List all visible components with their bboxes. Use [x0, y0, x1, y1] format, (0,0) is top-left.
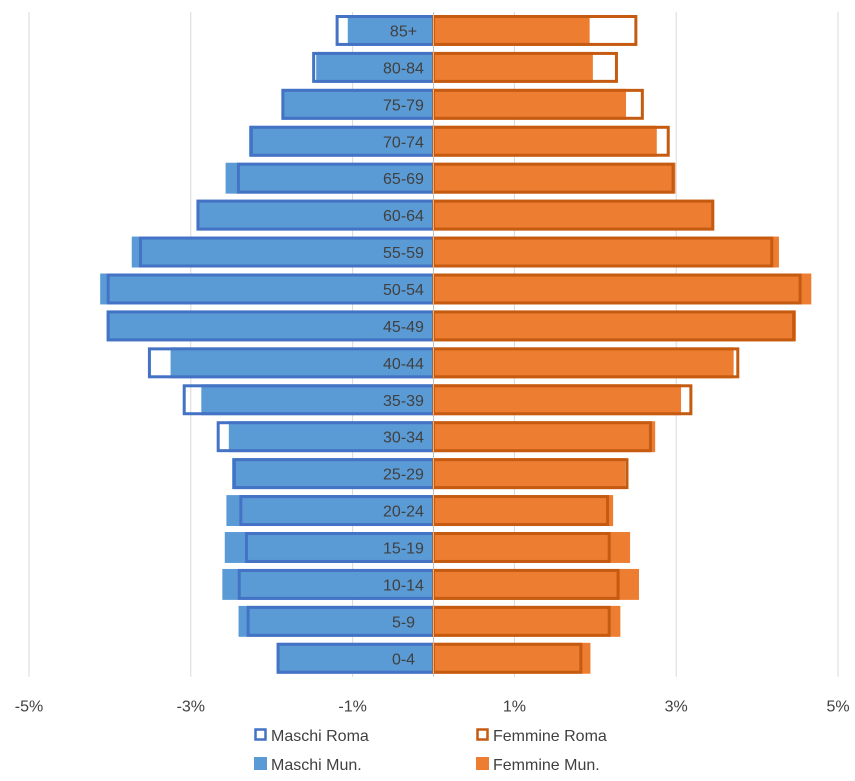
legend-item-femmine-mun-: Femmine Mun. — [476, 757, 600, 774]
bar-maschi-mun--65-69 — [225, 162, 434, 194]
category-label-10-14: 10-14 — [383, 577, 424, 594]
category-label-15-19: 15-19 — [383, 540, 424, 557]
category-label-70-74: 70-74 — [383, 134, 424, 151]
category-label-30-34: 30-34 — [383, 430, 424, 447]
bar-maschi-mun--0-4 — [277, 642, 434, 674]
category-label-40-44: 40-44 — [383, 356, 424, 373]
legend-item-femmine-roma: Femmine Roma — [476, 728, 607, 745]
legend-label: Femmine Roma — [493, 728, 607, 745]
bar-femmine-mun--75-79 — [433, 88, 627, 120]
bar-femmine-mun--30-34 — [433, 421, 656, 453]
bar-femmine-mun--45-49 — [433, 310, 796, 342]
category-label-50-54: 50-54 — [383, 282, 424, 299]
category-label-35-39: 35-39 — [383, 393, 424, 410]
category-labels: 0-4 5-9 10-14 15-19 20-24 25-29 30-34 35-39 40-4… — [383, 23, 424, 668]
bar-femmine-mun--80-84 — [433, 51, 593, 83]
legend-swatch — [254, 757, 267, 770]
legend-label: Maschi Mun. — [271, 757, 362, 774]
bar-femmine-mun--5-9 — [433, 605, 621, 637]
bar-maschi-mun--85+ — [347, 15, 434, 46]
legend-label: Maschi Roma — [271, 728, 369, 745]
category-label-0-4: 0-4 — [392, 651, 415, 668]
legend-label: Femmine Mun. — [493, 757, 600, 774]
category-label-20-24: 20-24 — [383, 504, 424, 521]
bar-maschi-mun--55-59 — [131, 236, 434, 268]
bar-femmine-mun--0-4 — [433, 642, 591, 674]
bar-maschi-mun--35-39 — [201, 384, 434, 416]
legend-item-maschi-roma: Maschi Roma — [254, 728, 369, 745]
x-tick--1%: -1% — [338, 699, 366, 716]
bar-maschi-mun--15-19 — [224, 532, 434, 563]
legend-item-maschi-mun-: Maschi Mun. — [254, 757, 362, 774]
category-label-85+: 85+ — [390, 23, 417, 40]
x-tick-1%: 1% — [503, 699, 526, 716]
bar-femmine-mun--15-19 — [433, 532, 631, 563]
bar-femmine-mun--65-69 — [433, 162, 676, 194]
bar-femmine-mun--35-39 — [433, 384, 682, 416]
bar-femmine-mun--10-14 — [433, 568, 639, 600]
bar-femmine-mun--20-24 — [433, 495, 614, 527]
legend-swatch — [476, 728, 489, 741]
bar-femmine-mun--40-44 — [433, 347, 734, 379]
legend-swatch — [476, 757, 489, 770]
x-tick-labels: -5% -3% -1% 1% 3% 5% — [15, 699, 850, 716]
x-tick--5%: -5% — [15, 699, 43, 716]
category-label-60-64: 60-64 — [383, 208, 424, 225]
bar-maschi-mun--20-24 — [226, 495, 434, 527]
legend-swatch — [254, 728, 267, 741]
category-label-55-59: 55-59 — [383, 245, 424, 262]
bar-maschi-mun--10-14 — [222, 568, 434, 600]
x-tick-3%: 3% — [665, 699, 688, 716]
x-tick--3%: -3% — [177, 699, 205, 716]
bar-maschi-mun--75-79 — [281, 88, 434, 120]
bar-maschi-mun--25-29 — [232, 458, 434, 490]
bars-layer — [100, 15, 812, 674]
bar-femmine-mun--55-59 — [433, 236, 779, 268]
bar-maschi-mun--45-49 — [106, 310, 434, 342]
bar-femmine-mun--60-64 — [433, 199, 715, 231]
category-label-80-84: 80-84 — [383, 60, 424, 77]
legend: Maschi Roma Femmine Roma Maschi Mun. Femmin… — [254, 728, 607, 774]
category-label-5-9: 5-9 — [392, 614, 415, 631]
category-label-75-79: 75-79 — [383, 97, 424, 114]
bar-maschi-mun--80-84 — [316, 51, 434, 83]
bar-maschi-mun--70-74 — [249, 125, 434, 157]
bar-maschi-mun--50-54 — [100, 273, 434, 305]
category-label-25-29: 25-29 — [383, 467, 424, 484]
bar-femmine-mun--50-54 — [433, 273, 812, 305]
bar-maschi-mun--30-34 — [228, 421, 434, 453]
bar-maschi-mun--40-44 — [170, 347, 434, 379]
bar-femmine-mun--25-29 — [433, 458, 626, 490]
bar-femmine-mun--70-74 — [433, 125, 657, 157]
bar-maschi-mun--5-9 — [238, 605, 434, 637]
category-label-45-49: 45-49 — [383, 319, 424, 336]
grid-layer — [28, 12, 839, 677]
category-label-65-69: 65-69 — [383, 171, 424, 188]
bar-femmine-mun--85+ — [433, 15, 590, 46]
x-tick-5%: 5% — [826, 699, 849, 716]
bar-maschi-mun--60-64 — [196, 199, 434, 231]
